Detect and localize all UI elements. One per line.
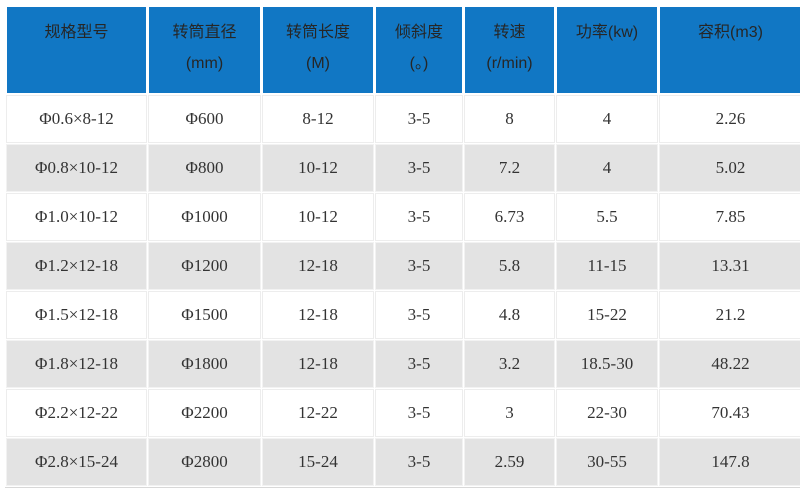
column-header-title: 容积(m3) [698, 24, 763, 41]
table-cell: 3-5 [375, 389, 463, 437]
table-header-row: 规格型号 转筒直径 (mm) 转筒长度 (M) 倾斜度 (。) 转速 (r/min) 功率(kw)… [6, 6, 800, 94]
column-header-unit: (。) [409, 55, 429, 72]
table-cell: 3-5 [375, 438, 463, 486]
table-cell: 5.8 [464, 242, 555, 290]
table-cell: 10-12 [262, 193, 374, 241]
table-cell: 3-5 [375, 144, 463, 192]
column-header: 转筒直径 (mm) [148, 6, 261, 94]
table-row: Φ0.8×10-12 Φ800 10-12 3-5 7.2 4 5.02 [6, 144, 800, 192]
table-cell: 8 [464, 95, 555, 143]
column-header: 转筒长度 (M) [262, 6, 374, 94]
table-cell: 147.8 [659, 438, 800, 486]
table-cell: Φ800 [148, 144, 261, 192]
table-row: Φ0.6×8-12 Φ600 8-12 3-5 8 4 2.26 [6, 95, 800, 143]
table-row: Φ1.8×12-18 Φ1800 12-18 3-5 3.2 18.5-30 48.22 [6, 340, 800, 388]
table-cell: 6.73 [464, 193, 555, 241]
table-cell: Φ1200 [148, 242, 261, 290]
table-cell: 15-22 [556, 291, 658, 339]
table-cell: 30-55 [556, 438, 658, 486]
table-body: Φ0.6×8-12 Φ600 8-12 3-5 8 4 2.26 Φ0.8×10-12 Φ800… [6, 95, 800, 486]
table-cell: 3-5 [375, 340, 463, 388]
table-cell: Φ2.8×15-24 [6, 438, 147, 486]
table-cell: 5.5 [556, 193, 658, 241]
table-cell: 3-5 [375, 242, 463, 290]
table-cell: 10-12 [262, 144, 374, 192]
table-cell: Φ1.2×12-18 [6, 242, 147, 290]
table-cell: 7.85 [659, 193, 800, 241]
column-header-title: 倾斜度 [394, 24, 443, 41]
column-header-title: 功率(kw) [575, 24, 639, 41]
table-cell: 7.2 [464, 144, 555, 192]
column-header-unit: (mm) [185, 55, 224, 72]
table-cell: Φ600 [148, 95, 261, 143]
column-header-title: 规格型号 [44, 24, 109, 41]
table-cell: 4.8 [464, 291, 555, 339]
table-cell: 15-24 [262, 438, 374, 486]
table-row: Φ1.2×12-18 Φ1200 12-18 3-5 5.8 11-15 13.31 [6, 242, 800, 290]
column-header-title: 转筒长度 [285, 24, 350, 41]
table-cell: 13.31 [659, 242, 800, 290]
column-header-unit: (r/min) [486, 55, 533, 72]
column-header: 转速 (r/min) [464, 6, 555, 94]
table-cell: 70.43 [659, 389, 800, 437]
table-cell: Φ2800 [148, 438, 261, 486]
table-cell: Φ1.8×12-18 [6, 340, 147, 388]
table-cell: 48.22 [659, 340, 800, 388]
table-cell: Φ2200 [148, 389, 261, 437]
table-cell: 18.5-30 [556, 340, 658, 388]
table-cell: 2.26 [659, 95, 800, 143]
table-cell: Φ1.0×10-12 [6, 193, 147, 241]
column-header: 容积(m3) [659, 6, 800, 94]
table-cell: 12-18 [262, 291, 374, 339]
table-row: Φ2.8×15-24 Φ2800 15-24 3-5 2.59 30-55 147.8 [6, 438, 800, 486]
table-row: Φ1.5×12-18 Φ1500 12-18 3-5 4.8 15-22 21.2 [6, 291, 800, 339]
table-cell: 8-12 [262, 95, 374, 143]
table-cell: Φ0.6×8-12 [6, 95, 147, 143]
table-cell: 12-22 [262, 389, 374, 437]
table-cell: 12-18 [262, 242, 374, 290]
table-cell: 3-5 [375, 291, 463, 339]
table-cell: Φ1500 [148, 291, 261, 339]
table-cell: 3-5 [375, 193, 463, 241]
table-cell: Φ1.5×12-18 [6, 291, 147, 339]
table-cell: 3 [464, 389, 555, 437]
column-header-unit: (M) [306, 55, 330, 72]
table-cell: Φ1800 [148, 340, 261, 388]
table-cell: 3-5 [375, 95, 463, 143]
table-cell: 21.2 [659, 291, 800, 339]
table-cell: 2.59 [464, 438, 555, 486]
table-cell: Φ1000 [148, 193, 261, 241]
table-cell: 12-18 [262, 340, 374, 388]
table-cell: 4 [556, 144, 658, 192]
table-cell: Φ2.2×12-22 [6, 389, 147, 437]
table-cell: 11-15 [556, 242, 658, 290]
table-cell: 22-30 [556, 389, 658, 437]
table-row: Φ2.2×12-22 Φ2200 12-22 3-5 3 22-30 70.43 [6, 389, 800, 437]
column-header: 功率(kw) [556, 6, 658, 94]
spec-table: 规格型号 转筒直径 (mm) 转筒长度 (M) 倾斜度 (。) 转速 (r/min) 功率(kw)… [5, 5, 800, 488]
table-row: Φ1.0×10-12 Φ1000 10-12 3-5 6.73 5.5 7.85 [6, 193, 800, 241]
column-header-title: 转筒直径 [172, 24, 237, 41]
column-header: 规格型号 [6, 6, 147, 94]
table-cell: 3.2 [464, 340, 555, 388]
table-cell: 5.02 [659, 144, 800, 192]
column-header-title: 转速 [493, 24, 526, 41]
table-cell: Φ0.8×10-12 [6, 144, 147, 192]
column-header: 倾斜度 (。) [375, 6, 463, 94]
table-cell: 4 [556, 95, 658, 143]
table-header: 规格型号 转筒直径 (mm) 转筒长度 (M) 倾斜度 (。) 转速 (r/min) 功率(kw)… [6, 6, 800, 94]
